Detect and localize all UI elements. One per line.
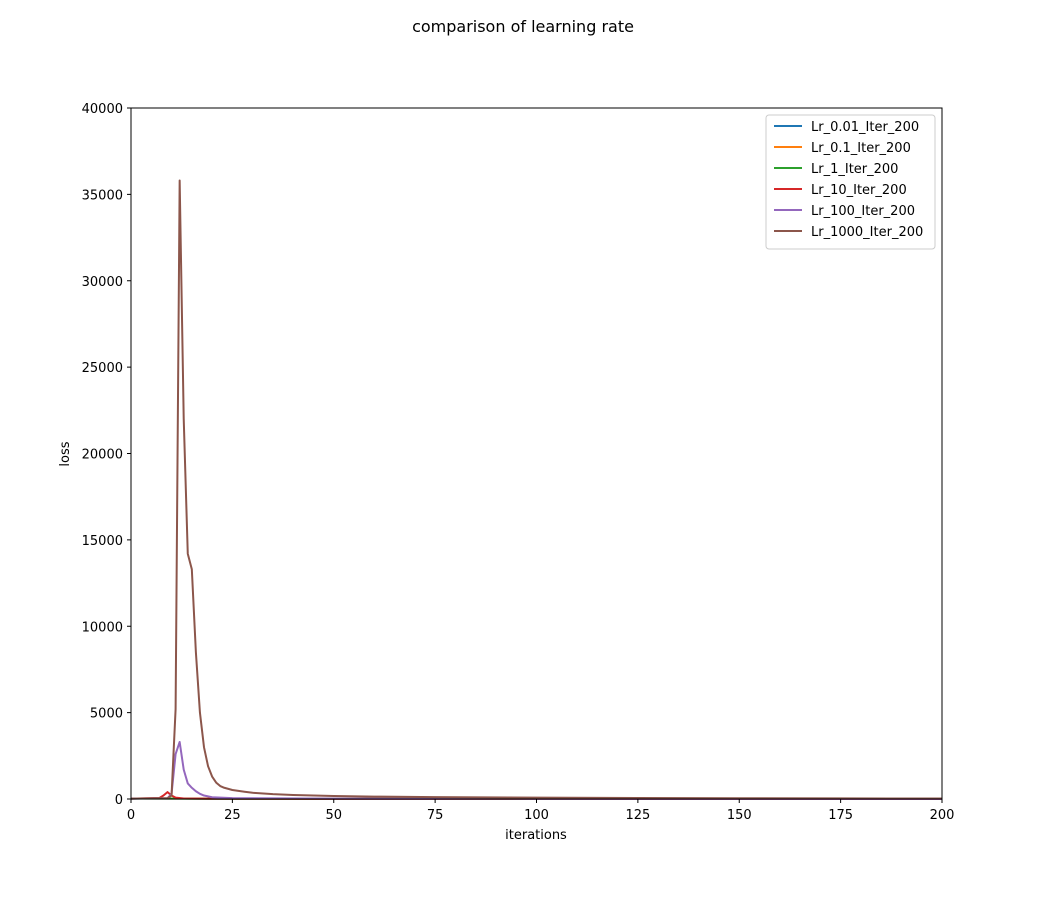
y-tick-label: 15000 [82, 534, 123, 549]
y-tick-label: 10000 [82, 620, 123, 635]
y-tick-label: 30000 [82, 275, 123, 290]
x-tick-label: 200 [930, 808, 955, 823]
y-tick-label: 5000 [90, 707, 123, 722]
y-tick-label: 40000 [82, 102, 123, 117]
y-tick-label: 20000 [82, 448, 123, 463]
legend-entry-3: Lr_10_Iter_200 [811, 183, 907, 198]
x-tick-label: 0 [127, 808, 135, 823]
legend-entry-2: Lr_1_Iter_200 [811, 162, 898, 177]
x-tick-label: 25 [224, 808, 241, 823]
legend-entry-0: Lr_0.01_Iter_200 [811, 120, 919, 135]
x-tick-label: 50 [325, 808, 342, 823]
chart-title: comparison of learning rate [412, 17, 634, 36]
x-tick-label: 100 [524, 808, 549, 823]
x-axis-label: iterations [505, 828, 567, 843]
x-tick-label: 125 [625, 808, 650, 823]
legend-entry-5: Lr_1000_Iter_200 [811, 225, 923, 240]
x-tick-label: 175 [828, 808, 853, 823]
legend: Lr_0.01_Iter_200 Lr_0.1_Iter_200 Lr_1_Iter… [765, 114, 936, 250]
y-axis-label: loss [58, 441, 73, 466]
legend-entry-1: Lr_0.1_Iter_200 [811, 141, 911, 156]
legend-box [765, 114, 936, 250]
legend-entry-4: Lr_100_Iter_200 [811, 204, 915, 219]
series-line-4 [130, 740, 943, 800]
x-axis: 0 25 50 75 100 125 150 175 200 [127, 799, 955, 823]
y-tick-label: 0 [115, 793, 123, 808]
series-line-5 [130, 179, 943, 800]
y-tick-label: 25000 [82, 361, 123, 376]
y-tick-label: 35000 [82, 188, 123, 203]
x-tick-label: 75 [427, 808, 444, 823]
plot-lines [130, 179, 943, 800]
x-tick-label: 150 [727, 808, 752, 823]
y-axis: 0 5000 10000 15000 20000 25000 30000 35000 40000 [82, 102, 131, 808]
